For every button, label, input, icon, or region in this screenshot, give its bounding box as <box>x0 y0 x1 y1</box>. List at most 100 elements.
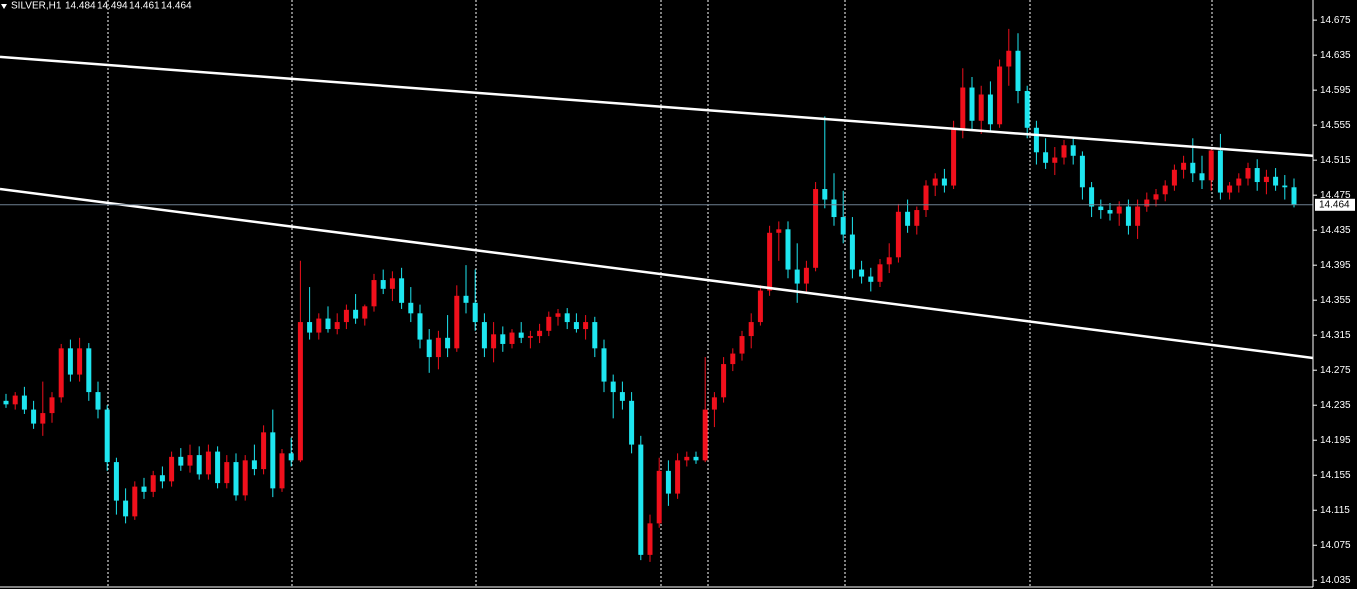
candle-body <box>1245 168 1251 179</box>
candle-body <box>711 397 717 410</box>
candle-body <box>941 178 947 186</box>
candle-body <box>629 400 635 445</box>
y-tick-label: 14.235 <box>1320 400 1351 411</box>
candle-body <box>288 453 294 461</box>
candle-body <box>537 330 543 337</box>
candle-body <box>150 475 156 492</box>
candle-body <box>307 322 313 333</box>
candle-body <box>573 322 579 330</box>
candle-body <box>546 316 552 331</box>
y-tick-label: 14.035 <box>1320 575 1351 586</box>
candle-body <box>1052 157 1058 163</box>
candle-body <box>905 211 911 226</box>
candle-body <box>583 322 589 330</box>
candle-body <box>610 381 616 393</box>
candle-body <box>1181 162 1187 170</box>
candle-body <box>932 178 938 186</box>
candle-body <box>997 66 1003 125</box>
candle-body <box>1043 152 1049 163</box>
candle-body <box>454 295 460 349</box>
candle-body <box>371 280 377 307</box>
y-tick-label: 14.515 <box>1320 155 1351 166</box>
candle-body <box>169 456 175 482</box>
candle-body <box>684 456 690 461</box>
candle-body <box>380 280 386 289</box>
candle-body <box>1199 173 1205 181</box>
candle-body <box>472 302 478 323</box>
candle-body <box>353 309 359 319</box>
candle-body <box>159 475 165 482</box>
candle-body <box>95 392 101 410</box>
candle-body <box>49 397 55 414</box>
candle-body <box>849 234 855 270</box>
y-tick-label: 14.675 <box>1320 15 1351 26</box>
candle-body <box>1024 91 1030 128</box>
candle-body <box>435 337 441 358</box>
candle-body <box>1162 185 1168 195</box>
candle-body <box>491 334 497 349</box>
candle-body <box>619 392 625 401</box>
candle-body <box>813 189 819 268</box>
y-tick-label: 14.195 <box>1320 435 1351 446</box>
candle-body <box>748 322 754 337</box>
candle-body <box>242 460 248 496</box>
candle-body <box>555 313 561 317</box>
candle-body <box>389 278 395 289</box>
candle-body <box>822 189 828 200</box>
candle-body <box>1291 187 1297 205</box>
candle-body <box>187 455 193 466</box>
candle-body <box>859 269 865 277</box>
y-tick-label: 14.635 <box>1320 50 1351 61</box>
candle-body <box>960 87 966 130</box>
candle-body <box>730 353 736 365</box>
candle-body <box>316 318 322 333</box>
candle-body <box>343 309 349 323</box>
candle-body <box>196 455 202 475</box>
candle-body <box>426 339 432 358</box>
candle-body <box>31 409 37 424</box>
candle-body <box>1208 150 1214 181</box>
candle-body <box>58 348 64 398</box>
candle-body <box>739 336 745 354</box>
candle-body <box>178 456 184 466</box>
candle-body <box>1033 127 1039 153</box>
candle-body <box>123 500 129 517</box>
candle-body <box>500 334 506 344</box>
close-value: 14.464 <box>161 1 192 12</box>
candle-body <box>840 217 846 235</box>
candle-body <box>104 409 110 463</box>
candle-body <box>1227 185 1233 193</box>
candle-body <box>77 348 83 375</box>
y-tick-label: 14.555 <box>1320 120 1351 131</box>
candle-body <box>1006 50 1012 67</box>
menu-arrow <box>1 4 7 9</box>
candle-body <box>1061 145 1067 158</box>
candle-body <box>803 267 809 284</box>
candle-body <box>1171 169 1177 186</box>
candle-body <box>527 336 533 338</box>
candle-body <box>1135 206 1141 226</box>
candle-body <box>1015 50 1021 92</box>
candle-body <box>702 409 708 461</box>
candle-body <box>831 199 837 218</box>
candle-body <box>362 306 368 319</box>
candle-body <box>86 348 92 393</box>
price-label-box <box>1315 198 1355 211</box>
candle-body <box>481 322 487 349</box>
candle-body <box>1273 176 1279 186</box>
candle-body <box>270 432 276 489</box>
day-separators <box>107 0 1213 586</box>
candle-body <box>978 94 984 121</box>
candle-body <box>886 257 892 265</box>
candle-body <box>1125 206 1131 226</box>
candle-body <box>67 348 73 375</box>
candle-body <box>877 264 883 282</box>
candle-body <box>224 462 230 484</box>
candle-body <box>656 470 662 524</box>
price-label: 14.464 <box>1319 199 1350 210</box>
candle-body <box>1070 145 1076 156</box>
candle-body <box>21 395 27 410</box>
